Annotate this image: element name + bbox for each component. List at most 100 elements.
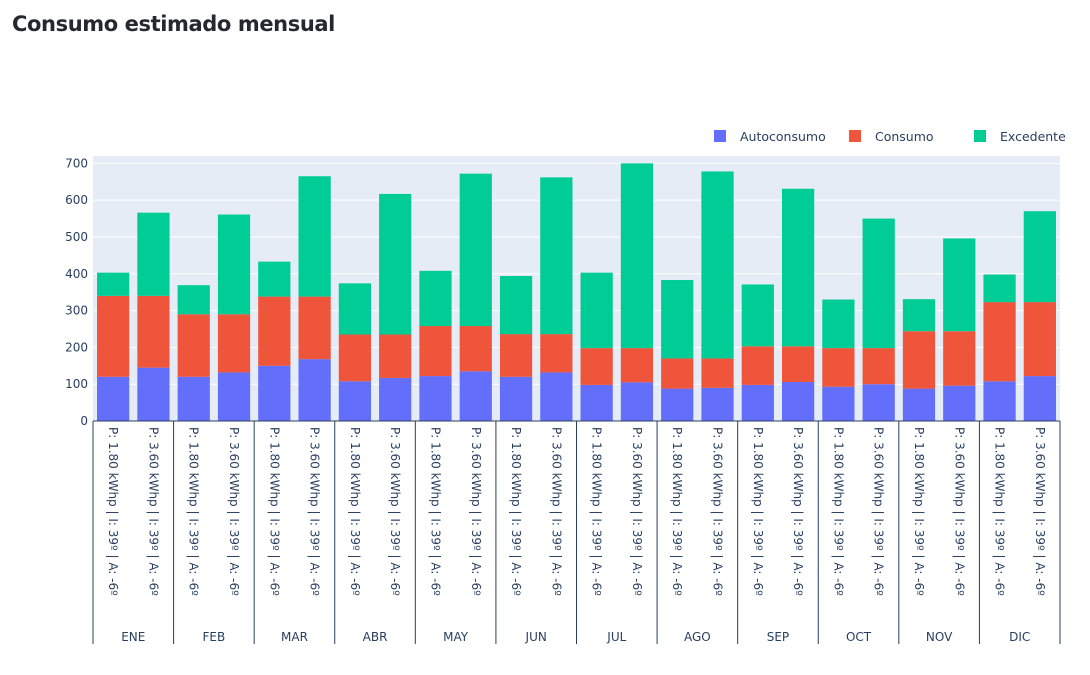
bar-excedente <box>338 283 372 335</box>
y-tick-label: 700 <box>65 156 88 170</box>
y-tick-label: 100 <box>65 377 88 391</box>
x-subcategory-label: P: 1.80 kWhp | I: 39º | A: -6º <box>993 427 1007 596</box>
x-subcategory-label: P: 1.80 kWhp | I: 39º | A: -6º <box>831 427 845 596</box>
bar-consumo <box>983 302 1016 382</box>
x-subcategory-label: P: 3.60 kWhp | I: 39º | A: -6º <box>1033 427 1047 596</box>
x-subcategory-label: P: 1.80 kWhp | I: 39º | A: -6º <box>509 427 523 596</box>
bar-autoconsumo <box>97 376 130 421</box>
gridlines <box>93 162 1060 385</box>
bar-consumo <box>781 346 815 382</box>
bar-excedente <box>781 188 815 347</box>
bar-autoconsumo <box>137 367 170 421</box>
bar-autoconsumo <box>459 371 492 421</box>
bar-consumo <box>177 314 210 377</box>
x-subcategory-label: P: 3.60 kWhp | I: 39º | A: -6º <box>549 427 563 596</box>
y-tick-label: 0 <box>80 414 88 428</box>
bar-consumo <box>217 314 251 373</box>
x-group-label: MAY <box>443 630 469 644</box>
bars <box>97 163 1056 421</box>
bar-consumo <box>419 326 452 377</box>
x-subcategory-label: P: 3.60 kWhp | I: 39º | A: -6º <box>952 427 966 596</box>
x-subcategory-label: P: 1.80 kWhp | I: 39º | A: -6º <box>670 427 684 596</box>
bar-consumo <box>741 346 774 385</box>
y-tick-label: 500 <box>65 230 88 244</box>
bar-excedente <box>661 280 694 359</box>
bar-autoconsumo <box>177 376 210 421</box>
x-subcategory-label: P: 3.60 kWhp | I: 39º | A: -6º <box>227 427 241 596</box>
x-group-label: OCT <box>846 630 872 644</box>
x-subcategory-label: P: 3.60 kWhp | I: 39º | A: -6º <box>388 427 402 596</box>
bar-excedente <box>620 163 654 349</box>
bar-excedente <box>177 285 210 315</box>
bar-autoconsumo <box>620 382 654 421</box>
bar-excedente <box>580 272 613 349</box>
bar-consumo <box>822 348 855 387</box>
legend-swatch <box>714 130 726 142</box>
bar-autoconsumo <box>983 381 1016 421</box>
legend-item-excedente[interactable]: Excedente <box>974 129 1066 144</box>
bar-consumo <box>540 334 573 373</box>
bar-excedente <box>862 218 895 349</box>
x-group-label: SEP <box>767 630 789 644</box>
bar-autoconsumo <box>379 377 412 421</box>
x-subcategory-label: P: 3.60 kWhp | I: 39º | A: -6º <box>711 427 725 596</box>
x-subcategory-label: P: 3.60 kWhp | I: 39º | A: -6º <box>146 427 160 596</box>
page-title: Consumo estimado mensual <box>12 12 335 36</box>
bar-excedente <box>822 299 855 349</box>
bar-excedente <box>499 275 533 335</box>
bar-excedente <box>459 173 492 327</box>
x-group-label: ENE <box>121 630 145 644</box>
x-subcategory-label: P: 3.60 kWhp | I: 39º | A: -6º <box>308 427 322 596</box>
bar-excedente <box>137 212 170 296</box>
x-group-label: FEB <box>203 630 226 644</box>
bar-consumo <box>580 348 613 385</box>
bar-consumo <box>379 334 412 378</box>
bar-autoconsumo <box>338 381 372 421</box>
bar-autoconsumo <box>943 385 976 421</box>
x-group-label: DIC <box>1009 630 1030 644</box>
bar-autoconsumo <box>781 381 815 421</box>
bar-autoconsumo <box>741 384 774 421</box>
bar-consumo <box>620 348 654 383</box>
bar-excedente <box>1023 211 1056 303</box>
x-subcategory-label: P: 1.80 kWhp | I: 39º | A: -6º <box>590 427 604 596</box>
bar-consumo <box>459 326 492 372</box>
y-tick-label: 200 <box>65 340 88 354</box>
x-subcategory-label: P: 1.80 kWhp | I: 39º | A: -6º <box>187 427 201 596</box>
x-subcategory-label: P: 3.60 kWhp | I: 39º | A: -6º <box>872 427 886 596</box>
x-subcategory-label: P: 1.80 kWhp | I: 39º | A: -6º <box>751 427 765 596</box>
legend-item-consumo[interactable]: Consumo <box>849 129 934 144</box>
bar-excedente <box>97 272 130 296</box>
legend-swatch <box>974 130 986 142</box>
bar-consumo <box>943 331 976 386</box>
x-group-label: ABR <box>363 630 388 644</box>
bar-consumo <box>137 295 170 368</box>
bar-consumo <box>298 296 331 360</box>
bar-excedente <box>379 193 412 335</box>
bar-autoconsumo <box>298 359 331 421</box>
bar-consumo <box>701 358 734 388</box>
legend-label: Excedente <box>1000 129 1066 144</box>
x-subcategory-label: P: 1.80 kWhp | I: 39º | A: -6º <box>267 427 281 596</box>
x-subcategory-label: P: 1.80 kWhp | I: 39º | A: -6º <box>428 427 442 596</box>
bar-excedente <box>902 299 936 332</box>
legend-label: Consumo <box>875 129 934 144</box>
bar-consumo <box>499 334 533 377</box>
x-group-label: AGO <box>684 630 711 644</box>
legend[interactable]: Autoconsumo Consumo Excedente <box>714 129 1066 144</box>
bar-consumo <box>902 331 936 389</box>
bar-excedente <box>540 177 573 335</box>
bar-consumo <box>97 295 130 377</box>
legend-swatch <box>849 130 861 142</box>
bar-excedente <box>943 238 976 332</box>
x-subcategory-label: P: 1.80 kWhp | I: 39º | A: -6º <box>348 427 362 596</box>
bar-autoconsumo <box>862 384 895 421</box>
bar-autoconsumo <box>217 372 251 421</box>
legend-item-autoconsumo[interactable]: Autoconsumo <box>714 129 826 144</box>
bar-autoconsumo <box>902 388 936 421</box>
y-tick-label: 300 <box>65 304 88 318</box>
x-subcategory-label: P: 1.80 kWhp | I: 39º | A: -6º <box>106 427 120 596</box>
x-subcategory-label: P: 3.60 kWhp | I: 39º | A: -6º <box>469 427 483 596</box>
bar-excedente <box>419 270 452 327</box>
